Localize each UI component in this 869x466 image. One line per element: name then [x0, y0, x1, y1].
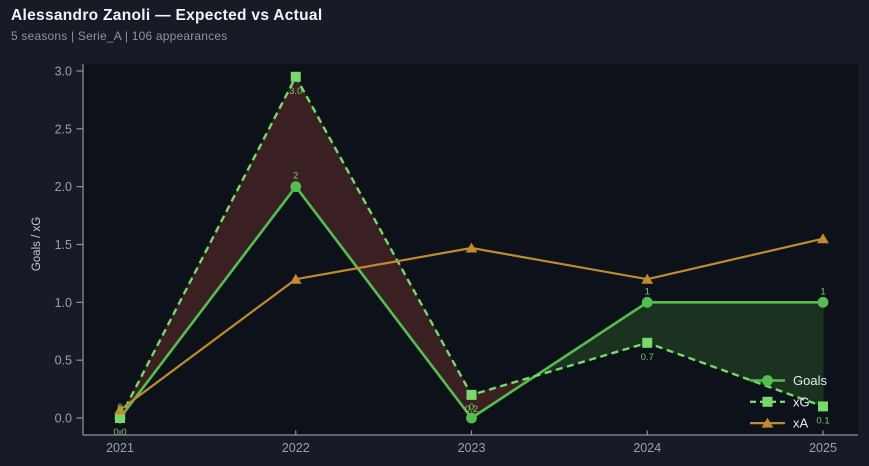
y-tick-label: 1.0	[55, 296, 72, 310]
goals-marker	[290, 181, 302, 193]
x-tick-label: 2023	[458, 441, 486, 455]
chart-title: Alessandro Zanoli — Expected vs Actual	[11, 7, 323, 24]
y-tick-label: 2.0	[55, 180, 72, 194]
goals-marker	[641, 296, 653, 308]
x-axis: 2021 2022 2023 2024 2025	[83, 430, 858, 455]
y-tick-label: 3.0	[55, 65, 72, 79]
xa-marker	[289, 273, 302, 284]
y-tick-label: 1.5	[55, 238, 72, 252]
goals-point-label: 0	[117, 402, 122, 413]
legend-entry-xg: xG	[750, 394, 810, 409]
legend-xa-label: xA	[793, 416, 809, 431]
y-axis-title: Goals / xG	[31, 217, 43, 271]
legend-goals-label: Goals	[793, 373, 827, 388]
xg-point-label: 3.0	[289, 86, 302, 97]
xg-marker	[290, 71, 301, 82]
xg-marker	[466, 389, 477, 400]
xa-marker	[817, 233, 829, 244]
xg-point-label: 0.1	[816, 415, 829, 426]
y-tick-label: 0.5	[55, 354, 72, 368]
xa-legend-marker	[761, 417, 774, 428]
y-axis: 0.0 0.5 1.0 1.5 2.0 2.5 3.0 Goals / xG	[31, 64, 84, 435]
goals-point-label: 1	[645, 286, 650, 297]
goals-marker	[466, 412, 477, 424]
xa-marker	[114, 404, 126, 415]
goals-point-label: 2	[293, 171, 298, 182]
xa-marker	[641, 273, 654, 284]
chart-header: Alessandro Zanoli — Expected vs Actual 5…	[11, 6, 322, 43]
xa-series	[114, 233, 829, 415]
x-tick-label: 2022	[282, 441, 310, 455]
legend: Goals xG xA	[750, 373, 827, 431]
chart-subtitle: 5 seasons | Serie_A | 106 appearances	[11, 29, 228, 44]
legend-entry-xa: xA	[750, 416, 809, 431]
goals-point-label: 1	[820, 286, 825, 297]
xg-marker	[642, 337, 653, 348]
y-tick-label: 0.0	[55, 412, 72, 426]
legend-xg-label: xG	[793, 394, 810, 409]
xg-marker	[115, 413, 125, 423]
x-tick-label: 2021	[106, 441, 134, 455]
goals-point-label: 0	[469, 402, 474, 413]
xg-legend-marker	[762, 396, 773, 407]
x-tick-label: 2025	[809, 441, 837, 455]
x-tick-label: 2024	[633, 441, 661, 455]
xg-marker	[818, 401, 828, 412]
xg-point-label: 0.2	[465, 404, 478, 415]
legend-entry-goals: Goals	[750, 373, 827, 388]
goals-legend-marker	[762, 375, 773, 386]
xg-series	[115, 71, 828, 423]
xg-point-label: 0.7	[641, 352, 654, 363]
xa-marker	[465, 242, 478, 253]
y-tick-label: 2.5	[55, 122, 72, 136]
goals-marker	[817, 296, 829, 308]
